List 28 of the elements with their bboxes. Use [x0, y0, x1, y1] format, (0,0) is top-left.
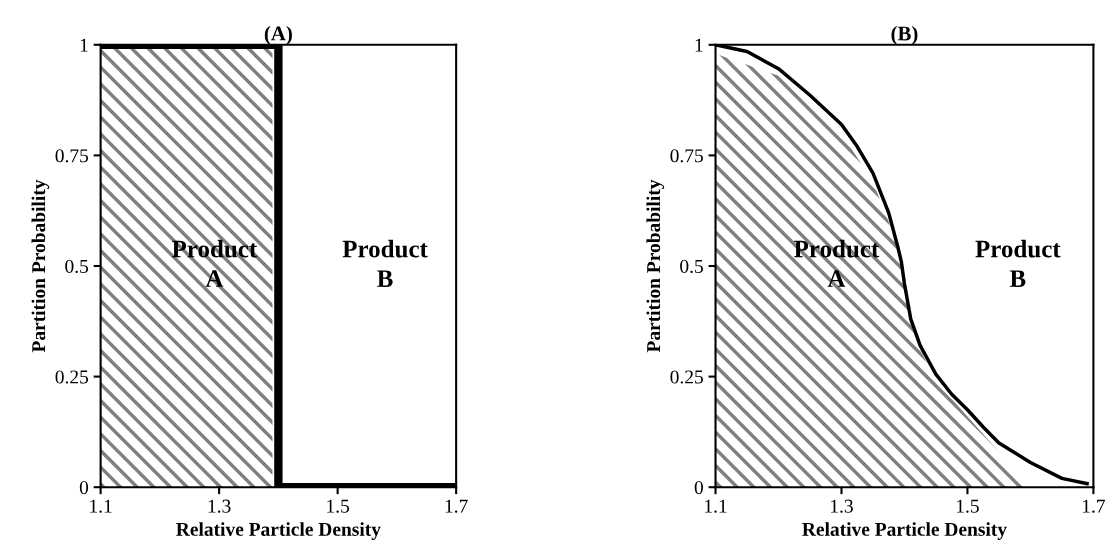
y-tick-label: 1 [695, 38, 703, 52]
y-tick-label: 0 [694, 481, 703, 495]
annotation: Product B [975, 239, 1061, 287]
x-tick-label: 1.3 [831, 499, 853, 513]
y-tick-label: 0.5 [65, 259, 89, 274]
x-tick-label: 1.7 [1082, 499, 1105, 513]
y-tick-label: 0.5 [680, 259, 703, 274]
y-axis-title: Partition Probability [646, 179, 665, 353]
annotation: Product A [171, 239, 258, 287]
annotation: Product B [342, 239, 428, 287]
y-axis-title: Partition Probability [31, 179, 50, 353]
annotation: Product A [794, 239, 880, 287]
y-tick-label: 0.75 [670, 149, 703, 163]
y-tick-label: 1 [80, 38, 88, 52]
chart-title: (A) [264, 25, 292, 45]
y-tick-label: 0.25 [670, 370, 703, 384]
x-tick-label: 1.5 [957, 499, 979, 513]
x-tick-label: 1.5 [327, 499, 350, 513]
x-axis-title: Relative Particle Density [802, 522, 1007, 540]
x-tick-label: 1.7 [445, 499, 468, 513]
x-tick-label: 1.1 [90, 499, 112, 513]
x-tick-label: 1.1 [705, 499, 727, 513]
x-axis-title: Relative Particle Density [176, 522, 381, 540]
y-tick-label: 0 [79, 481, 89, 495]
x-tick-label: 1.3 [208, 499, 231, 513]
chart-title: (B) [891, 25, 918, 45]
y-tick-label: 0.25 [55, 370, 89, 384]
y-tick-label: 0.75 [55, 149, 89, 163]
